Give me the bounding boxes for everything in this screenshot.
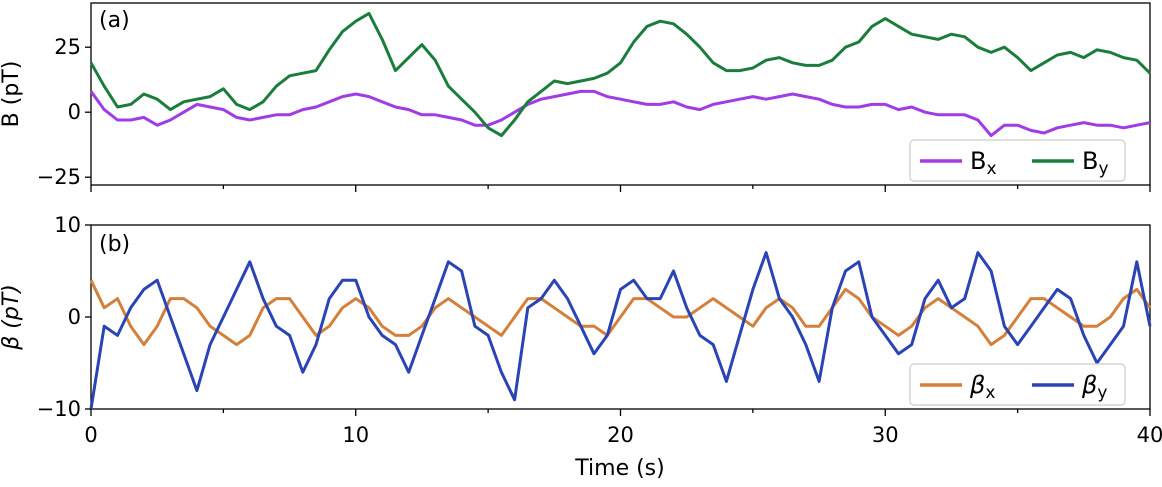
legend-label-by: By xyxy=(1082,147,1109,179)
legend-box-a xyxy=(909,139,1126,182)
legend-label-bx: Bx xyxy=(970,147,997,179)
legend-label-betax: βx xyxy=(969,371,995,403)
legend-a: Bx By xyxy=(909,139,1126,182)
series-line-a-1 xyxy=(89,11,1152,138)
x-ticks-b: 0 10 20 30 40 xyxy=(84,409,1162,447)
legend-box-b xyxy=(909,363,1126,406)
panel-label-a: (a) xyxy=(99,8,130,33)
x-tick-label: 30 xyxy=(872,423,899,447)
legend-label-betay: βy xyxy=(1081,371,1107,403)
x-tick-label: 0 xyxy=(84,423,97,447)
x-tick-label: 20 xyxy=(607,423,634,447)
y-ticks-a: 25 0 −25 xyxy=(37,35,91,189)
x-ticks-a xyxy=(90,185,1151,192)
panel-label-b: (b) xyxy=(99,232,130,257)
y-axis-label-b: β (pT) xyxy=(0,284,24,351)
y-tick-label: 25 xyxy=(54,35,81,59)
y-tick-label: −25 xyxy=(37,165,81,189)
y-tick-label: 0 xyxy=(68,305,81,329)
legend-b: βx βy xyxy=(909,363,1126,406)
x-tick-label: 40 xyxy=(1137,423,1162,447)
y-ticks-b: 10 0 −10 xyxy=(37,213,91,421)
series-line-b-1 xyxy=(89,251,1152,410)
panel-a: 25 0 −25 (a) B (pT) Bx By xyxy=(0,2,1152,192)
y-tick-label: 0 xyxy=(68,100,81,124)
y-axis-label-a: B (pT) xyxy=(0,61,24,128)
series-group-b xyxy=(89,251,1152,410)
x-tick-label: 10 xyxy=(342,423,369,447)
x-axis-label: Time (s) xyxy=(574,456,664,481)
y-tick-label: −10 xyxy=(37,397,81,421)
y-tick-label: 10 xyxy=(54,213,81,237)
series-line-a-0 xyxy=(89,89,1151,138)
panel-b: 100−10 0 10 20 30 40 (b) β (pT) βx βy xyxy=(0,213,1162,447)
series-group-a xyxy=(89,11,1152,138)
